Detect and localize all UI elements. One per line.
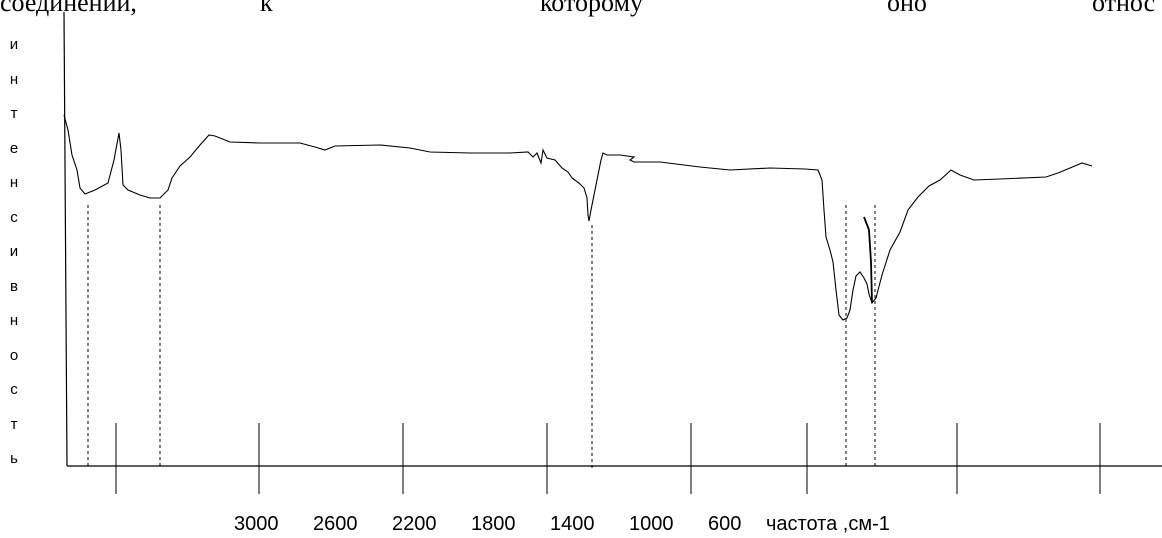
x-tick-label-1000: 1000 — [629, 513, 674, 535]
top-text-word-5: относ — [1092, 0, 1156, 17]
top-text-word-1: соединений, — [0, 0, 137, 17]
x-axis-ticks — [115, 423, 1101, 494]
y-axis-label-letter: и — [9, 243, 19, 260]
peak-guide-lines — [87, 205, 876, 468]
x-axis-title: частота ,см-1 — [766, 513, 890, 535]
y-axis-label-letter: о — [9, 346, 19, 364]
x-tick-label-2200: 2200 — [392, 513, 437, 535]
spectrum-line — [63, 114, 1093, 321]
top-text-word-3: которому — [540, 0, 643, 17]
top-text-word-2: к — [260, 0, 273, 17]
spectrum-spike-line — [863, 216, 873, 304]
y-axis-label-letter: е — [9, 139, 19, 157]
y-axis-label-letter: с — [10, 381, 18, 398]
x-tick-label-3000: 3000 — [234, 513, 279, 535]
y-axis-label-letter: н — [9, 70, 19, 88]
chart-axes — [63, 11, 1162, 467]
y-axis-label-letter: н — [9, 312, 19, 329]
y-axis-label-letter: ь — [10, 450, 18, 467]
x-tick-label-600: 600 — [708, 513, 742, 535]
x-tick-label-1800: 1800 — [471, 513, 516, 535]
y-axis-label-letter: в — [10, 277, 18, 295]
y-axis-label-letter: т — [10, 415, 18, 433]
x-tick-label-1400: 1400 — [550, 513, 595, 535]
x-tick-label-2600: 2600 — [313, 513, 358, 535]
y-axis-label-letter: т — [10, 105, 18, 122]
y-axis-label-letter: с — [10, 208, 18, 226]
y-axis-line — [63, 11, 68, 467]
y-axis-label-letter: н — [9, 174, 19, 191]
y-axis-label-letter: и — [9, 36, 19, 53]
top-text-word-4: оно — [887, 0, 927, 17]
